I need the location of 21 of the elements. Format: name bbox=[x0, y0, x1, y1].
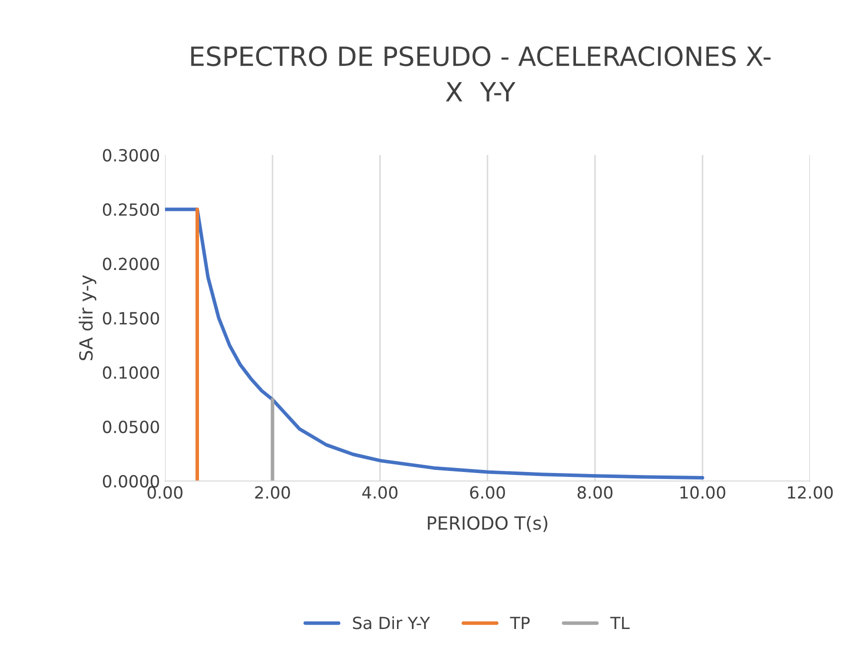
y-tick-label: 0.0500 bbox=[102, 420, 160, 434]
legend-label: Sa Dir Y-Y bbox=[353, 616, 430, 630]
y-tick-label: 0.1000 bbox=[102, 366, 160, 379]
y-tick-label: 0.0000 bbox=[102, 474, 160, 488]
y-tick-label: 0.3000 bbox=[102, 148, 160, 162]
y-tick-label: 0.1500 bbox=[102, 312, 160, 325]
x-tick-label: 8.00 bbox=[578, 486, 612, 499]
x-tick-label: 12.00 bbox=[788, 486, 833, 499]
y-axis-title: SA dir y-y bbox=[78, 275, 96, 360]
chart-title: ESPECTRO DE PSEUDO - ACELERACIONES X- X Y-Y bbox=[191, 46, 771, 102]
y-tick-label: 0.2000 bbox=[102, 258, 160, 270]
y-tick-label: 0.2500 bbox=[102, 203, 160, 216]
legend-label: TP bbox=[510, 616, 530, 629]
x-tick-label: 10.00 bbox=[680, 486, 726, 499]
x-tick-label: 2.00 bbox=[255, 486, 290, 499]
x-tick-label: 4.00 bbox=[362, 486, 398, 499]
legend-label: TL bbox=[610, 616, 630, 629]
x-tick-label: 0.00 bbox=[148, 486, 182, 499]
line-series bbox=[165, 208, 704, 480]
x-axis-title: PERIODO T(s) bbox=[428, 516, 548, 532]
x-tick-label: 6.00 bbox=[470, 486, 505, 499]
